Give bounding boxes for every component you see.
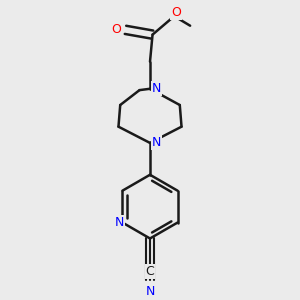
Text: O: O [171, 7, 181, 20]
Text: N: N [145, 284, 155, 298]
Text: C: C [146, 266, 154, 278]
Text: N: N [115, 216, 124, 229]
Text: O: O [111, 23, 121, 36]
Text: N: N [152, 82, 161, 95]
Text: N: N [152, 136, 161, 149]
